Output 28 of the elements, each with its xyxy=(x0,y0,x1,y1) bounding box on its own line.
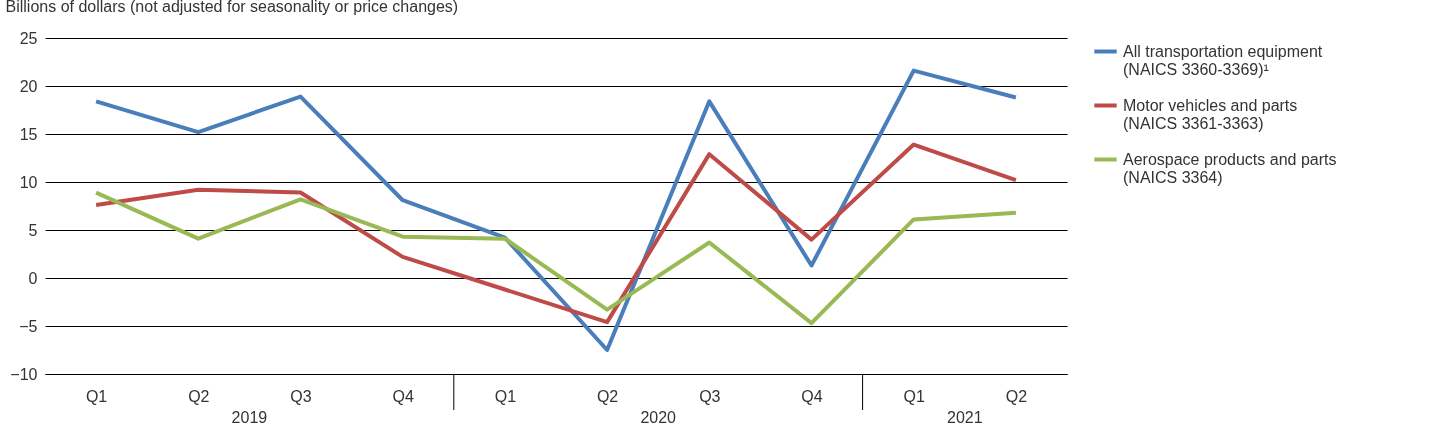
x-tick-label: Q4 xyxy=(392,387,414,405)
y-tick-label: −5 xyxy=(19,317,38,335)
x-tick-label: Q2 xyxy=(596,387,619,405)
y-tick-label: 15 xyxy=(19,125,38,143)
y-tick-label: −10 xyxy=(10,365,38,383)
x-tick-label: Q1 xyxy=(903,387,925,405)
y-tick-label: 20 xyxy=(19,77,38,95)
legend-label: Motor vehicles and parts (NAICS 3361-3363) xyxy=(1123,96,1298,132)
y-tick-label: 25 xyxy=(19,29,38,47)
text: 2021 xyxy=(947,409,983,426)
line-series xyxy=(94,68,1018,352)
y-tick-label: 0 xyxy=(28,269,38,287)
x-tick-label: Q2 xyxy=(188,387,210,405)
x-tick-label: Q2 xyxy=(1005,387,1028,405)
x-tick-label: Q4 xyxy=(801,387,823,405)
line-series xyxy=(94,190,1018,326)
y-tick-label: 5 xyxy=(28,221,38,239)
x-tick-label: Q3 xyxy=(290,387,312,405)
text: 2019 xyxy=(231,409,268,426)
x-tick-label: Q3 xyxy=(699,387,721,405)
text: 2020 xyxy=(640,409,677,426)
y-axis-title: Billions of dollars (not adjusted for seasonality or price changes) xyxy=(5,0,459,15)
line-series xyxy=(94,142,1018,325)
x-tick-label: Q1 xyxy=(494,387,517,405)
x-tick-label: Q1 xyxy=(85,387,108,405)
legend-label: All transportation equipment (NAICS 3360-3369)¹ xyxy=(1123,42,1323,78)
y-tick-label: 10 xyxy=(19,173,38,191)
legend-label: Aerospace products and parts (NAICS 3364) xyxy=(1123,150,1337,186)
